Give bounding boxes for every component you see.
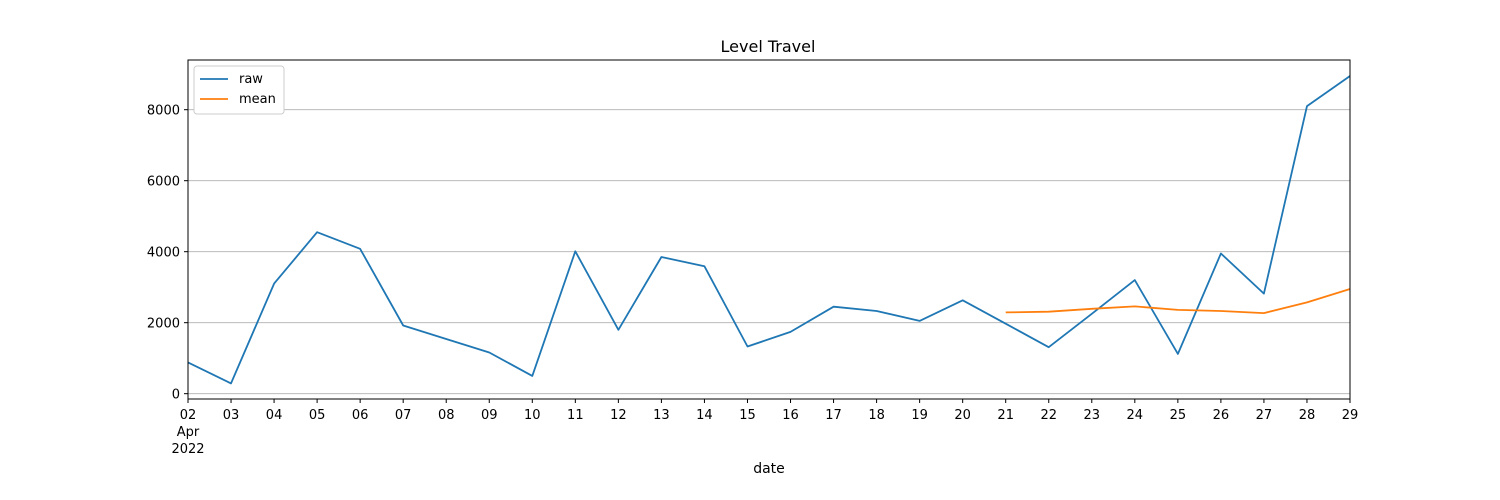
x-tick-label: 11 — [567, 408, 584, 423]
x-tick-label: 09 — [481, 408, 498, 423]
x-tick-label: 21 — [997, 408, 1014, 423]
y-axis-ticks: 0 2000 4000 6000 8000 — [147, 104, 188, 403]
x-tick-label: 07 — [395, 408, 412, 423]
x-tick-label: 19 — [911, 408, 928, 423]
y-tick-label: 0 — [172, 388, 180, 403]
grid-lines — [188, 109, 1350, 395]
x-tick-sublabel: 2022 — [171, 442, 204, 457]
series-lines — [187, 75, 1351, 385]
y-tick-label: 8000 — [147, 104, 180, 119]
plot-frame — [187, 59, 1351, 400]
x-tick-sublabel: Apr — [177, 425, 200, 440]
x-tick-label: 12 — [610, 408, 627, 423]
x-axis-ticks: 02 03 04 05 06 07 08 09 10 11 12 13 14 15 16 17 18 19 20 21… — [171, 399, 1358, 457]
series-line-raw — [187, 75, 1351, 385]
x-tick-label: 20 — [954, 408, 971, 423]
x-tick-label: 13 — [653, 408, 670, 423]
series-line-mean — [1005, 288, 1351, 315]
legend: raw mean — [193, 65, 285, 115]
y-tick-label: 2000 — [147, 317, 180, 332]
x-tick-label: 14 — [696, 408, 713, 423]
x-tick-label: 10 — [524, 408, 541, 423]
x-tick-label: 23 — [1084, 408, 1101, 423]
x-tick-label: 05 — [309, 408, 326, 423]
x-tick-label: 08 — [438, 408, 455, 423]
x-tick-label: 04 — [266, 408, 283, 423]
chart-title: Level Travel — [721, 37, 816, 56]
x-tick-label: 25 — [1170, 408, 1187, 423]
x-tick-label: 16 — [782, 408, 799, 423]
y-tick-label: 6000 — [147, 175, 180, 190]
legend-box — [193, 65, 285, 115]
x-tick-label: 02 — [180, 408, 197, 423]
x-tick-label: 22 — [1040, 408, 1057, 423]
x-tick-label: 15 — [739, 408, 756, 423]
legend-label: raw — [239, 72, 263, 87]
x-tick-label: 17 — [825, 408, 842, 423]
y-tick-label: 4000 — [147, 246, 180, 261]
x-tick-label: 27 — [1256, 408, 1273, 423]
x-tick-label: 24 — [1127, 408, 1144, 423]
x-tick-label: 26 — [1213, 408, 1230, 423]
x-tick-label: 28 — [1299, 408, 1316, 423]
x-tick-label: 18 — [868, 408, 885, 423]
legend-label: mean — [239, 92, 276, 107]
x-tick-label: 06 — [352, 408, 369, 423]
x-axis-label: date — [753, 461, 785, 477]
x-tick-label: 03 — [223, 408, 240, 423]
x-tick-label: 29 — [1342, 408, 1359, 423]
